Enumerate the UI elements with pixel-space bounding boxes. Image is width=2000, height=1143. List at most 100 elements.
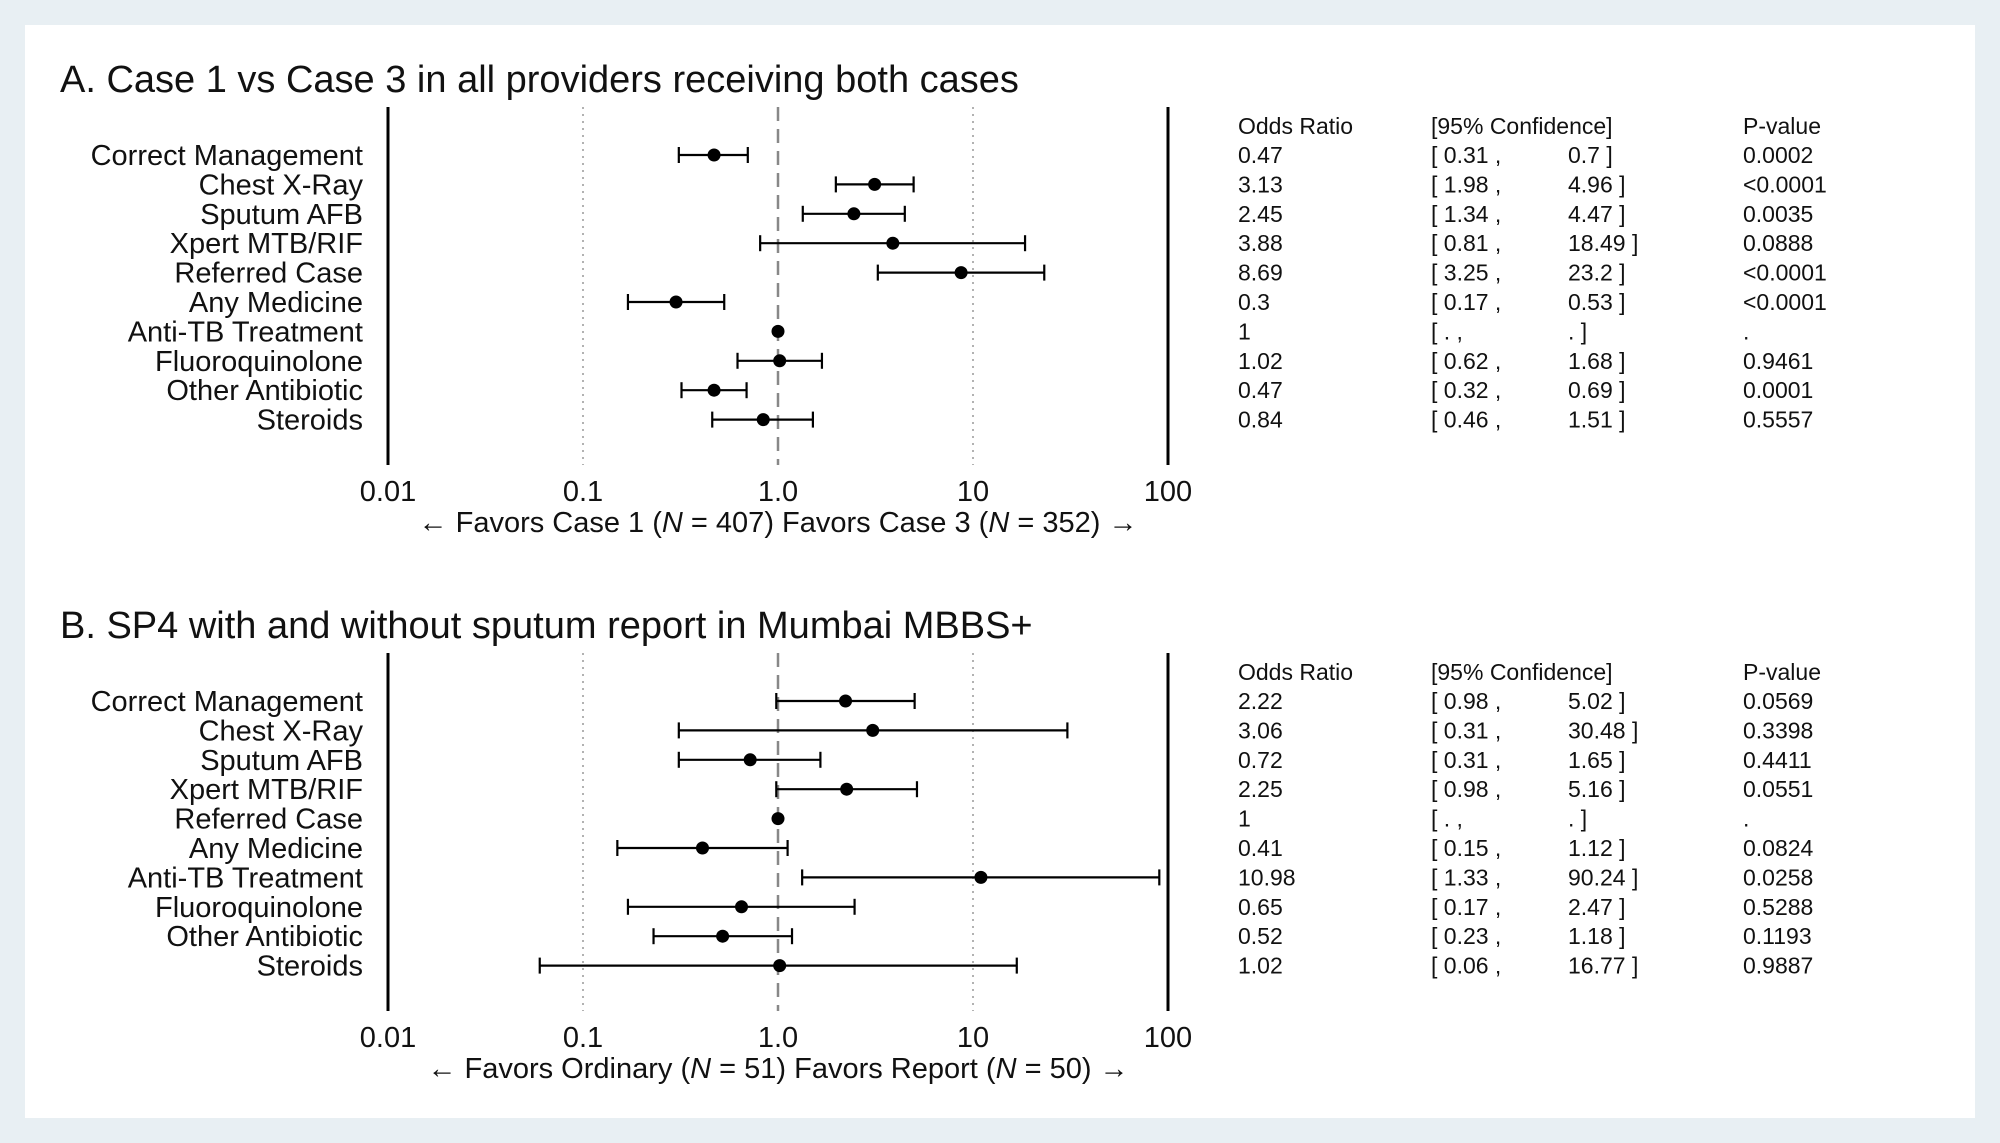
outcome-label: Correct Management xyxy=(91,140,363,172)
ci-high-value: 5.02 ] xyxy=(1568,688,1626,714)
outcome-label: Sputum AFB xyxy=(200,199,363,231)
odds-ratio-value: 8.69 xyxy=(1238,260,1283,286)
ci-low-value: [ 1.98 , xyxy=(1431,171,1501,197)
odds-ratio-point xyxy=(886,236,900,250)
favors-text: ( xyxy=(971,507,989,539)
odds-ratio-value: 0.3 xyxy=(1238,289,1270,315)
p-value: 0.0035 xyxy=(1743,201,1813,227)
odds-ratio-point xyxy=(716,929,730,943)
odds-ratio-value: 0.47 xyxy=(1238,142,1283,168)
odds-ratio-value: 0.72 xyxy=(1238,747,1283,773)
outcome-label: Correct Management xyxy=(91,686,363,718)
favors-text: N xyxy=(690,1053,711,1085)
ci-low-value: [ 0.31 , xyxy=(1431,717,1501,743)
odds-ratio-point xyxy=(773,354,787,368)
odds-ratio-value: 1 xyxy=(1238,318,1251,344)
ci-high-value: 1.18 ] xyxy=(1568,923,1626,949)
favors-text: N xyxy=(996,1053,1017,1085)
odds-ratio-point xyxy=(866,723,880,737)
x-tick-label: 0.01 xyxy=(360,1022,416,1054)
ci-high-value: 0.69 ] xyxy=(1568,377,1626,403)
outcome-label: Any Medicine xyxy=(189,287,363,319)
ci-high-value: 1.12 ] xyxy=(1568,835,1626,861)
outcome-label: Fluoroquinolone xyxy=(155,346,363,378)
odds-ratio-point xyxy=(695,841,709,855)
outcome-label: Chest X-Ray xyxy=(199,715,364,747)
ci-high-value: 23.2 ] xyxy=(1568,260,1626,286)
ci-high-value: 4.47 ] xyxy=(1568,201,1626,227)
odds-ratio-point xyxy=(735,900,749,914)
ci-low-value: [ 0.46 , xyxy=(1431,407,1501,433)
ci-low-value: [ . , xyxy=(1431,806,1463,832)
favors-text: ) → xyxy=(1091,507,1138,539)
odds-ratio-point xyxy=(756,413,770,427)
p-value: 0.5557 xyxy=(1743,407,1813,433)
odds-ratio-value: 0.41 xyxy=(1238,835,1283,861)
ci-low-value: [ 0.15 , xyxy=(1431,835,1501,861)
table-header-ci: [95% Confidence] xyxy=(1431,659,1613,685)
p-value: <0.0001 xyxy=(1743,289,1827,315)
favors-left-n: 51 xyxy=(744,1053,776,1085)
p-value: <0.0001 xyxy=(1743,260,1827,286)
odds-ratio-value: 10.98 xyxy=(1238,864,1296,890)
p-value: 0.9461 xyxy=(1743,348,1813,374)
odds-ratio-value: 1 xyxy=(1238,806,1251,832)
odds-ratio-point xyxy=(707,383,721,397)
outcome-label: Referred Case xyxy=(174,804,363,836)
favors-right-n: 352 xyxy=(1042,507,1090,539)
ci-low-value: [ 0.31 , xyxy=(1431,747,1501,773)
p-value: <0.0001 xyxy=(1743,171,1827,197)
table-header-p: P-value xyxy=(1743,113,1821,139)
ci-low-value: [ 0.98 , xyxy=(1431,776,1501,802)
ci-high-value: 1.51 ] xyxy=(1568,407,1626,433)
ci-low-value: [ 1.33 , xyxy=(1431,864,1501,890)
favors-text: = xyxy=(1009,507,1042,539)
ci-high-value: 90.24 ] xyxy=(1568,864,1638,890)
ci-high-value: 2.47 ] xyxy=(1568,894,1626,920)
odds-ratio-point xyxy=(839,694,853,708)
odds-ratio-point xyxy=(771,324,785,338)
favors-text: ( xyxy=(978,1053,996,1085)
odds-ratio-point xyxy=(743,753,757,767)
x-tick-label: 10 xyxy=(957,476,989,508)
x-tick-label: 100 xyxy=(1144,1022,1192,1054)
outcome-label: Referred Case xyxy=(174,258,363,290)
x-tick-label: 1.0 xyxy=(758,476,798,508)
ci-high-value: 30.48 ] xyxy=(1568,717,1638,743)
odds-ratio-value: 3.88 xyxy=(1238,230,1283,256)
favors-text: ) → xyxy=(1082,1053,1129,1085)
ci-low-value: [ 3.25 , xyxy=(1431,260,1501,286)
table-header-p: P-value xyxy=(1743,659,1821,685)
outcome-label: Other Antibiotic xyxy=(166,375,363,407)
p-value: 0.0002 xyxy=(1743,142,1813,168)
x-tick-label: 0.1 xyxy=(563,1022,603,1054)
favors-text: ← xyxy=(419,507,456,539)
table-header-or: Odds Ratio xyxy=(1238,113,1353,139)
odds-ratio-point xyxy=(847,207,861,221)
outcome-label: Other Antibiotic xyxy=(166,921,363,953)
ci-low-value: [ 0.98 , xyxy=(1431,688,1501,714)
favors-caption: ← Favors Ordinary (N = 51) Favors Report… xyxy=(427,1053,1128,1085)
favors-right-n: 50 xyxy=(1050,1053,1082,1085)
favors-text: = xyxy=(683,507,716,539)
outcome-label: Chest X-Ray xyxy=(199,169,364,201)
outcome-label: Any Medicine xyxy=(189,833,363,865)
odds-ratio-value: 2.22 xyxy=(1238,688,1283,714)
odds-ratio-point xyxy=(840,782,854,796)
panel-title: A. Case 1 vs Case 3 in all providers rec… xyxy=(60,59,1019,101)
p-value: 0.4411 xyxy=(1743,747,1812,773)
outcome-label: Anti-TB Treatment xyxy=(128,862,363,894)
favors-text: N xyxy=(662,507,683,539)
ci-low-value: [ 1.34 , xyxy=(1431,201,1501,227)
odds-ratio-value: 2.25 xyxy=(1238,776,1283,802)
table-header-or: Odds Ratio xyxy=(1238,659,1353,685)
ci-high-value: 18.49 ] xyxy=(1568,230,1638,256)
favors-right-label: Favors Report xyxy=(794,1053,978,1085)
outcome-label: Xpert MTB/RIF xyxy=(170,228,363,260)
p-value: 0.0824 xyxy=(1743,835,1814,861)
x-tick-label: 1.0 xyxy=(758,1022,798,1054)
favors-text: ) xyxy=(764,507,782,539)
odds-ratio-point xyxy=(771,812,785,826)
outcome-label: Steroids xyxy=(257,405,363,437)
panel-title: B. SP4 with and without sputum report in… xyxy=(60,605,1033,647)
